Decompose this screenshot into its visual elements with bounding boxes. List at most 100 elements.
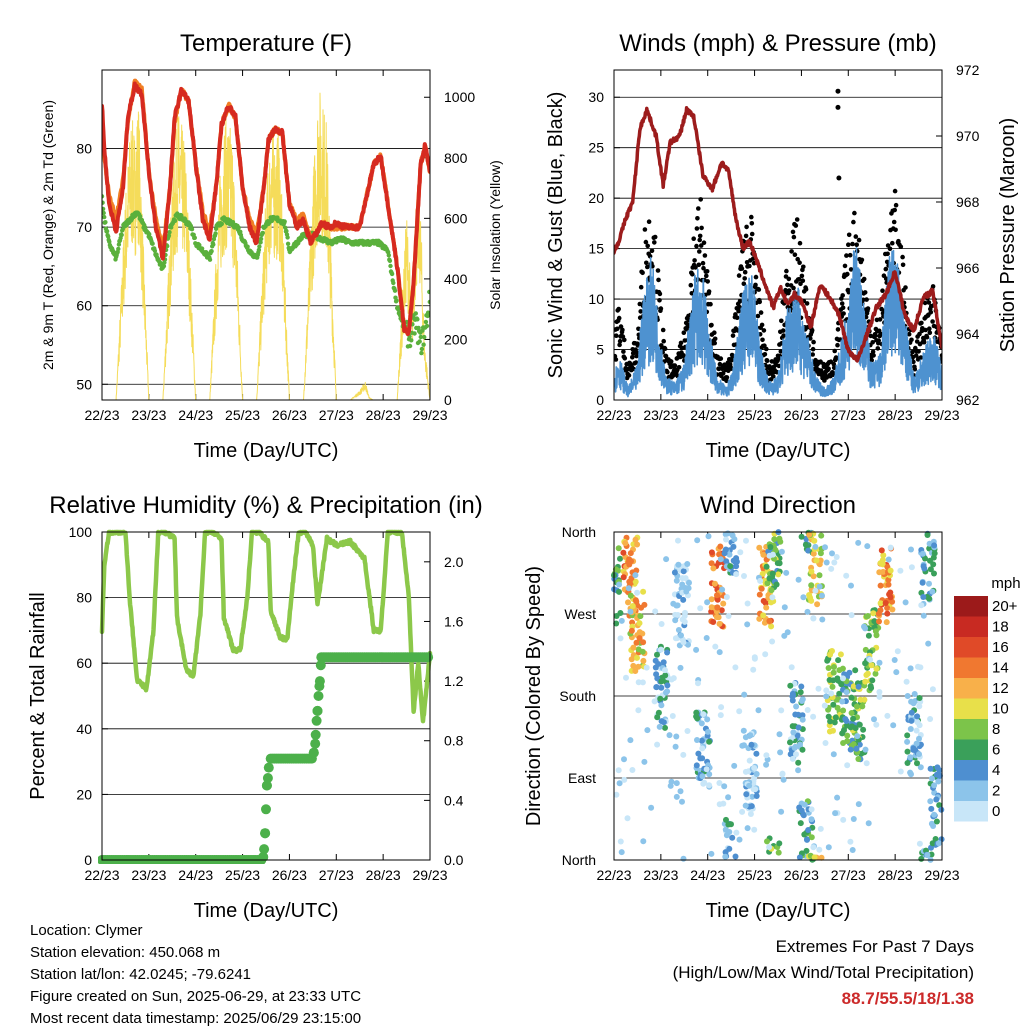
direction-point xyxy=(694,537,701,544)
direction-point xyxy=(675,537,681,544)
precip-point xyxy=(260,828,271,839)
gust-point xyxy=(749,221,755,226)
gust-point xyxy=(620,327,625,333)
direction-point xyxy=(632,536,639,543)
direction-point xyxy=(736,836,743,843)
direction-point xyxy=(778,707,785,714)
direction-point xyxy=(924,852,931,858)
direction-point xyxy=(671,569,678,576)
gust-point xyxy=(797,240,803,246)
y-tick-label: South xyxy=(559,688,596,704)
gust-point xyxy=(923,327,928,333)
direction-point xyxy=(766,618,773,624)
gust-point xyxy=(720,370,726,376)
direction-point xyxy=(750,666,757,673)
x-tick-label: 28/23 xyxy=(366,867,401,883)
y2-tick-label: 964 xyxy=(956,326,980,342)
dewpoint-point xyxy=(236,225,241,230)
direction-point xyxy=(867,656,874,663)
direction-point xyxy=(884,610,891,617)
gust-point xyxy=(870,349,876,355)
direction-point xyxy=(699,745,706,752)
direction-point xyxy=(875,610,882,617)
direction-point xyxy=(799,712,806,719)
gust-point xyxy=(846,232,852,238)
direction-point xyxy=(686,579,692,586)
direction-point xyxy=(821,702,828,709)
gust-point xyxy=(924,334,930,340)
gust-point xyxy=(649,248,655,254)
direction-point xyxy=(658,684,665,691)
direction-point xyxy=(773,581,780,588)
direction-point xyxy=(829,683,836,690)
direction-point xyxy=(652,608,659,615)
direction-point xyxy=(897,768,904,775)
direction-point xyxy=(698,720,705,727)
direction-point xyxy=(776,731,783,738)
gust-point xyxy=(845,271,850,277)
speed-colorbar: mph 20+ 18 16 14 12 10 8 6 4 2 0 xyxy=(954,575,1021,822)
direction-point xyxy=(714,596,721,603)
direction-point xyxy=(840,740,847,746)
gust-point xyxy=(786,276,792,282)
y2-tick-label: 0.8 xyxy=(444,733,464,749)
direction-point xyxy=(779,771,786,778)
x-tick-label: 26/23 xyxy=(784,867,819,883)
dewpoint-point xyxy=(421,342,426,347)
direction-point xyxy=(863,760,870,767)
gust-point xyxy=(927,330,933,336)
gust-point xyxy=(640,270,645,276)
direction-point xyxy=(831,664,837,670)
gust-point xyxy=(835,88,841,94)
gust-point xyxy=(644,260,649,266)
direction-point xyxy=(819,616,826,623)
direction-point xyxy=(916,840,923,847)
gust-point xyxy=(652,234,658,240)
direction-point xyxy=(829,550,835,557)
direction-point xyxy=(655,709,662,716)
gust-point xyxy=(797,260,802,266)
direction-point xyxy=(878,547,885,554)
direction-point xyxy=(928,844,934,851)
direction-point xyxy=(751,654,758,661)
colorbar-swatch xyxy=(954,657,988,678)
gust-point xyxy=(930,319,935,324)
dewpoint-point xyxy=(189,227,195,232)
gust-point xyxy=(796,277,802,282)
direction-point xyxy=(717,543,724,550)
direction-point xyxy=(916,695,923,701)
direction-point xyxy=(711,580,718,587)
x-axis-label: Time (Day/UTC) xyxy=(194,440,339,462)
direction-point xyxy=(654,741,661,748)
direction-point xyxy=(625,585,632,592)
direction-point xyxy=(616,581,623,588)
direction-point xyxy=(723,816,729,823)
gust-point xyxy=(759,322,765,328)
gust-point xyxy=(621,349,626,354)
y-axis-label: Direction (Colored By Speed) xyxy=(523,566,545,826)
x-axis-label: Time (Day/UTC) xyxy=(194,900,339,922)
gust-point xyxy=(662,346,668,352)
direction-point xyxy=(931,782,938,789)
colorbar-level: 8 xyxy=(992,721,1000,738)
direction-point xyxy=(620,549,627,556)
direction-point xyxy=(816,846,823,853)
gust-point xyxy=(638,284,644,290)
direction-point xyxy=(730,543,737,550)
direction-point xyxy=(627,608,634,615)
gust-point xyxy=(689,291,695,296)
gust-point xyxy=(922,300,928,306)
x-tick-label: 24/23 xyxy=(178,407,213,423)
gust-point xyxy=(865,306,871,311)
gust-point xyxy=(871,353,876,358)
direction-point xyxy=(868,662,875,669)
direction-point xyxy=(758,585,765,592)
colorbar-level: 6 xyxy=(992,742,1000,759)
direction-point xyxy=(812,587,819,594)
direction-point xyxy=(935,840,942,847)
x-tick-label: 29/23 xyxy=(924,407,959,423)
direction-point xyxy=(825,713,832,720)
direction-point xyxy=(722,826,729,833)
direction-point xyxy=(780,776,787,783)
direction-point xyxy=(871,716,877,723)
